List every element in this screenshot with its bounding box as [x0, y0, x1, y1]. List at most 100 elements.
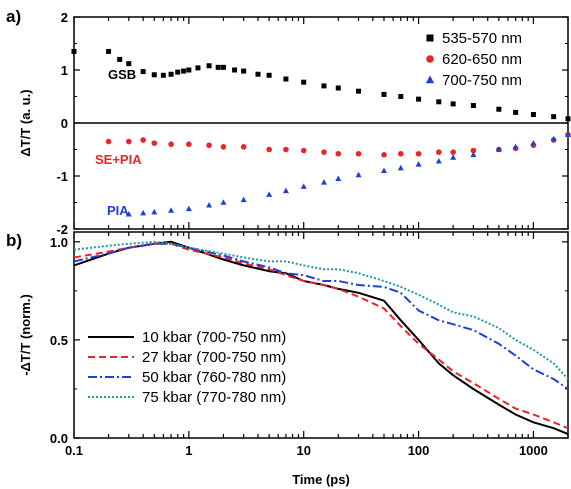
legend-label-2: 700-750 nm: [442, 72, 522, 89]
data-point-0-2: [117, 56, 123, 62]
x-tick-label: 10: [296, 443, 310, 458]
data-point-2-17: [435, 157, 442, 164]
data-point-2-8: [266, 191, 273, 197]
data-point-2-16: [415, 161, 422, 167]
data-point-0-15: [232, 67, 238, 73]
data-point-0-7: [168, 71, 174, 77]
data-point-0-0: [71, 48, 77, 54]
data-point-0-28: [450, 101, 456, 107]
y-tick-label: 1: [61, 63, 68, 78]
data-point-1-10: [283, 146, 289, 153]
data-point-1-8: [240, 144, 247, 150]
data-point-0-23: [356, 88, 362, 94]
legend-label-3: 75 kbar (770-780 nm): [142, 389, 286, 406]
y-tick-label: 0: [61, 116, 68, 131]
data-point-0-21: [321, 83, 327, 89]
data-point-1-6: [206, 142, 212, 149]
data-point-2-12: [335, 175, 342, 181]
data-point-0-33: [551, 114, 557, 120]
data-point-2-1: [140, 209, 147, 216]
data-point-2-11: [320, 179, 327, 185]
data-point-1-17: [415, 150, 422, 157]
data-point-1-18: [435, 149, 442, 155]
data-point-2-19: [470, 151, 477, 158]
data-point-0-17: [255, 71, 261, 77]
data-point-0-18: [266, 72, 272, 78]
series-line-2: [73, 242, 569, 390]
data-point-2-6: [220, 199, 227, 205]
data-point-2-22: [530, 139, 537, 146]
data-point-0-34: [565, 116, 571, 122]
data-point-0-1: [106, 48, 112, 54]
x-tick-label: 0.1: [65, 443, 83, 458]
series-line-1: [73, 242, 569, 430]
data-point-2-21: [512, 143, 519, 150]
data-point-0-20: [301, 79, 307, 85]
data-point-0-22: [335, 85, 341, 91]
data-point-2-3: [168, 207, 175, 213]
data-point-0-19: [283, 76, 289, 82]
y-tick-label: 1.0: [50, 235, 68, 250]
data-point-0-6: [160, 72, 166, 78]
x-tick-label: 100: [408, 443, 430, 458]
data-point-2-14: [380, 167, 387, 173]
plot-frame: [73, 231, 569, 439]
y-axis-title: -ΔT/T (norm.): [18, 294, 33, 376]
data-point-1-20: [470, 147, 477, 154]
data-point-1-5: [186, 141, 192, 147]
data-point-0-8: [175, 69, 181, 75]
data-point-1-0: [105, 138, 112, 145]
y-tick-label: 0.0: [50, 431, 68, 446]
data-point-2-23: [550, 135, 557, 142]
data-point-0-10: [186, 67, 192, 73]
data-point-1-2: [140, 137, 146, 143]
x-axis-title: Time (ps): [292, 472, 350, 487]
data-point-0-25: [398, 94, 404, 99]
data-point-0-27: [436, 99, 442, 105]
legend-label-1: 620-650 nm: [442, 51, 522, 68]
data-point-2-9: [282, 187, 289, 194]
x-tick-label: 1: [185, 443, 192, 458]
data-point-2-4: [185, 205, 192, 212]
y-tick-label: -1: [56, 169, 68, 184]
data-point-0-24: [381, 91, 387, 97]
data-point-1-9: [266, 146, 272, 153]
data-point-2-5: [206, 201, 213, 208]
data-point-1-19: [450, 149, 456, 155]
panel-a: a) -2 -1 0 1 2 ΔT/T (a. u.) 535-570 nm 620-650 n…: [6, 7, 571, 237]
legend-label-0: 535-570 nm: [442, 30, 522, 47]
data-point-0-4: [140, 69, 146, 75]
data-point-0-16: [241, 68, 247, 74]
data-point-2-7: [240, 196, 247, 203]
data-point-1-3: [151, 140, 158, 146]
legend-label-0: 10 kbar (700-750 nm): [142, 329, 286, 346]
y-tick-label: 0.5: [50, 333, 68, 348]
legend-marker-2: [425, 75, 435, 84]
data-point-1-14: [355, 150, 362, 157]
data-point-0-5: [151, 72, 157, 78]
data-point-2-0: [125, 210, 132, 217]
legend-label-2: 50 kbar (760-780 nm): [142, 369, 286, 386]
data-point-1-16: [397, 150, 404, 157]
data-point-2-20: [495, 146, 502, 152]
y-tick-label: -2: [56, 222, 68, 237]
panel-b: b) 0.0 0.5 1.0 0.1 1 10 100 1000 Time (ps) -ΔT/T (…: [6, 231, 569, 487]
legend-marker-1: [426, 55, 434, 63]
annotation-1: SE+PIA: [95, 152, 142, 167]
data-point-0-29: [470, 103, 476, 109]
annotation-2: PIA: [107, 203, 129, 218]
data-point-0-32: [530, 112, 536, 118]
y-axis-title: ΔT/T (a. u.): [18, 89, 33, 156]
data-point-0-26: [416, 96, 422, 102]
data-point-2-18: [450, 154, 457, 160]
data-point-0-31: [513, 109, 519, 115]
data-point-0-12: [206, 63, 212, 69]
data-point-1-11: [300, 147, 307, 154]
series-line-0: [73, 240, 569, 436]
panel-label: b): [6, 231, 22, 250]
series-line-3: [73, 240, 569, 380]
data-point-0-14: [220, 64, 226, 70]
data-point-1-7: [220, 144, 227, 150]
legend-marker-0: [426, 34, 434, 42]
